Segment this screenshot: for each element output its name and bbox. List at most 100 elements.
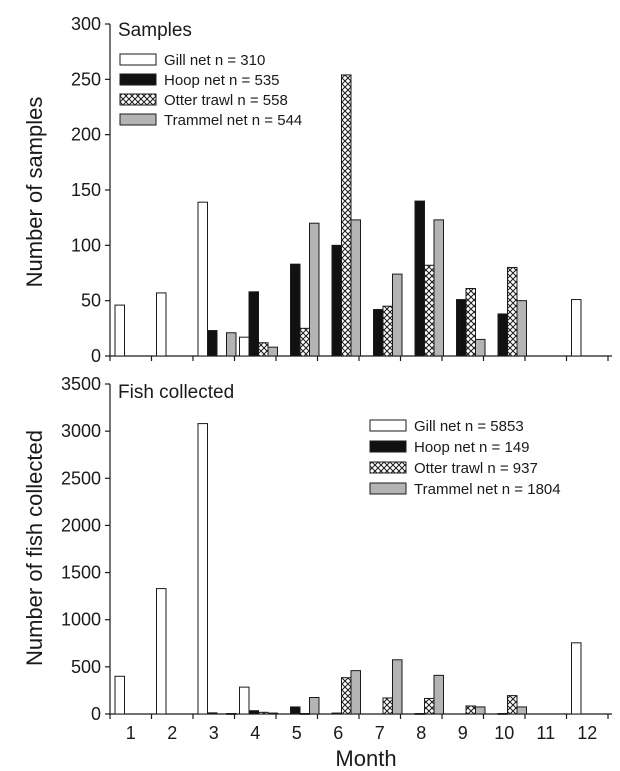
y-tick-label: 2000: [61, 515, 101, 535]
bar-gill-net-month-12: [571, 642, 582, 715]
bar-gill-net-month-3: [197, 201, 208, 357]
legend-label-gill-net: Gill net n = 5853: [414, 418, 524, 435]
legend-swatch-hoop-net: [119, 73, 157, 86]
legend-swatch-hoop-net: [369, 440, 407, 453]
y-axis-title-samples: Number of samples: [22, 97, 47, 288]
bar-trammel-net-month-5: [309, 222, 320, 357]
bar-hoop-net-month-6: [331, 244, 342, 357]
x-tick-label: 1: [126, 723, 136, 743]
x-tick-label: 6: [333, 723, 343, 743]
legend-swatch-trammel-net: [369, 482, 407, 495]
x-tick-label: 10: [494, 723, 514, 743]
y-tick-label: 100: [71, 235, 101, 255]
y-tick-label: 200: [71, 125, 101, 145]
bar-trammel-net-month-3: [226, 713, 237, 715]
bar-gill-net-month-1: [114, 304, 125, 357]
bar-trammel-net-month-6: [350, 670, 361, 715]
bar-otter-trawl-month-4: [258, 342, 269, 357]
bar-otter-trawl-month-9: [465, 287, 476, 357]
legend-label-gill-net: Gill net n = 310: [164, 52, 265, 69]
bar-otter-trawl-month-5: [299, 327, 310, 357]
x-tick-label: 5: [292, 723, 302, 743]
bar-gill-net-month-12: [571, 299, 582, 357]
bar-otter-trawl-month-9: [465, 705, 476, 715]
bar-gill-net-month-4: [239, 336, 250, 357]
bar-trammel-net-month-7: [392, 659, 403, 715]
bar-otter-trawl-month-10: [507, 266, 518, 357]
bar-trammel-net-month-3: [226, 332, 237, 357]
bar-trammel-net-month-7: [392, 273, 403, 357]
bar-otter-trawl-month-10: [507, 695, 518, 715]
legend-label-trammel-net: Trammel net n = 1804: [414, 481, 561, 498]
bar-trammel-net-month-6: [350, 219, 361, 357]
bar-hoop-net-month-9: [456, 299, 467, 357]
bar-otter-trawl-month-4: [258, 711, 269, 715]
x-axis-title: Month: [335, 746, 396, 771]
legend-swatch-otter-trawl: [369, 461, 407, 474]
y-tick-label: 3000: [61, 421, 101, 441]
bar-hoop-net-month-3: [207, 712, 218, 715]
bar-hoop-net-month-4: [248, 291, 259, 357]
fish-panel: Fish collected Number of fish collected …: [22, 374, 612, 771]
x-tick-label: 8: [416, 723, 426, 743]
panel-title-samples: Samples: [118, 20, 192, 41]
y-tick-label: 500: [71, 657, 101, 677]
bar-trammel-net-month-10: [516, 300, 527, 357]
legend-label-trammel-net: Trammel net n = 544: [164, 112, 302, 129]
x-tick-label: 11: [536, 723, 555, 743]
bar-gill-net-month-2: [156, 292, 167, 357]
legend-label-hoop-net: Hoop net n = 149: [414, 439, 530, 456]
bar-gill-net-month-2: [156, 588, 167, 715]
samples-panel: Samples Number of samples 0 50 100 150 200 25…: [22, 14, 612, 366]
bar-otter-trawl-month-6: [341, 74, 352, 357]
bar-hoop-net-month-6: [331, 712, 342, 715]
x-tick-label: 9: [458, 723, 468, 743]
x-tick-label: 4: [250, 723, 260, 743]
y-tick-label: 0: [91, 346, 101, 366]
bar-hoop-net-month-5: [290, 263, 301, 357]
bar-trammel-net-month-8: [433, 219, 444, 357]
bar-trammel-net-month-4: [267, 712, 278, 715]
bar-otter-trawl-month-7: [382, 697, 393, 715]
bar-trammel-net-month-10: [516, 706, 527, 715]
y-tick-label: 0: [91, 704, 101, 724]
x-tick-label: 12: [577, 723, 597, 743]
bar-otter-trawl-month-8: [424, 697, 435, 715]
bar-trammel-net-month-4: [267, 346, 278, 357]
bar-trammel-net-month-9: [475, 338, 486, 357]
fish-plot-area: 0 500 1000 1500 2000 2500 3000 3500 1 2 3 4 5 6 7 8 9 10 1…: [61, 374, 612, 743]
bar-otter-trawl-month-6: [341, 677, 352, 715]
samples-legend: Gill net n = 310 Hoop net n = 535 Otter tr…: [119, 52, 302, 129]
y-tick-label: 1000: [61, 610, 101, 630]
bar-otter-trawl-month-5: [299, 713, 310, 715]
bar-hoop-net-month-7: [373, 309, 384, 357]
legend-swatch-gill-net: [119, 53, 157, 66]
bar-otter-trawl-month-7: [382, 305, 393, 357]
bar-otter-trawl-month-8: [424, 264, 435, 357]
legend-label-otter-trawl: Otter trawl n = 558: [164, 92, 288, 109]
y-tick-label: 2500: [61, 468, 101, 488]
legend-label-otter-trawl: Otter trawl n = 937: [414, 460, 538, 477]
bar-trammel-net-month-5: [309, 697, 320, 715]
panel-title-fish: Fish collected: [118, 382, 234, 403]
legend-label-hoop-net: Hoop net n = 535: [164, 72, 280, 89]
bar-hoop-net-month-10: [497, 713, 508, 715]
bar-gill-net-month-3: [197, 423, 208, 715]
fish-legend: Gill net n = 5853 Hoop net n = 149 Otter t…: [369, 418, 561, 498]
legend-swatch-gill-net: [369, 419, 407, 432]
legend-swatch-trammel-net: [119, 113, 157, 126]
y-tick-label: 1500: [61, 563, 101, 583]
bar-hoop-net-month-4: [248, 710, 259, 715]
bar-hoop-net-month-8: [414, 713, 425, 715]
x-tick-label: 3: [209, 723, 219, 743]
y-tick-label: 3500: [61, 374, 101, 394]
y-tick-label: 250: [71, 69, 101, 89]
y-axis-title-fish: Number of fish collected: [22, 430, 47, 666]
bar-hoop-net-month-8: [414, 200, 425, 357]
x-tick-label: 7: [375, 723, 385, 743]
bar-gill-net-month-1: [114, 675, 125, 715]
bar-gill-net-month-4: [239, 686, 250, 715]
y-tick-label: 150: [71, 180, 101, 200]
bar-hoop-net-month-3: [207, 330, 218, 357]
